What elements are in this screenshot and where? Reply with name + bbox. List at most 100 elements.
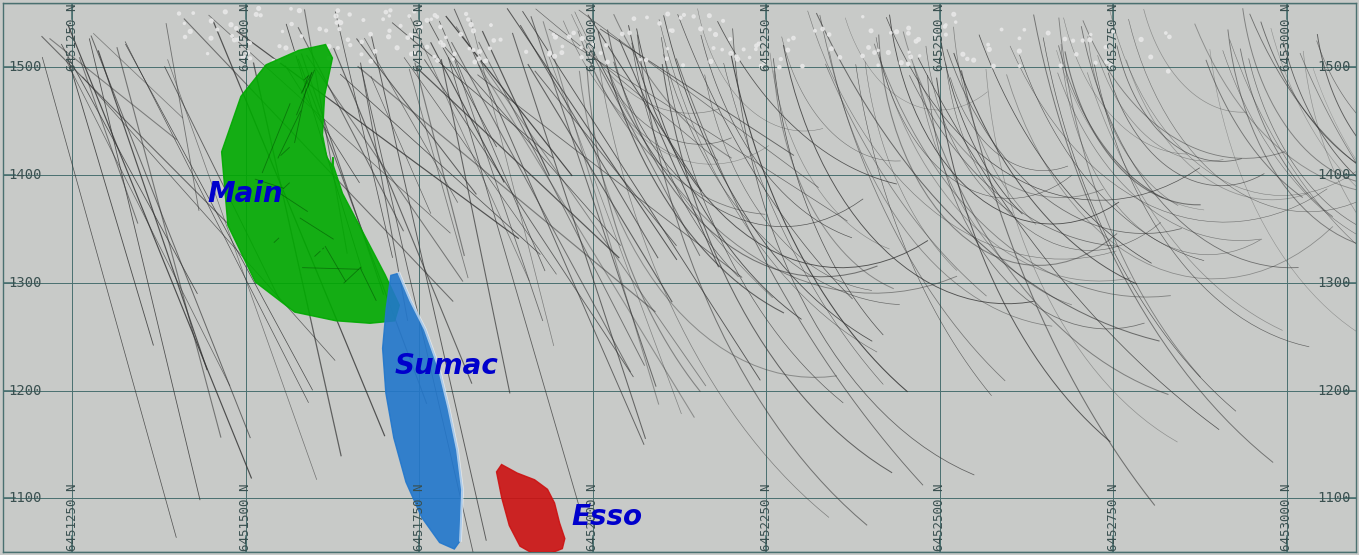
Point (409, 19, 431, 28)
Point (386, 43, 408, 52)
Point (378, 32, 400, 41)
Point (699, 11, 720, 20)
Point (227, 36, 249, 44)
Point (330, 18, 352, 27)
Point (962, 56, 984, 64)
Point (699, 25, 720, 34)
Point (476, 56, 497, 65)
Point (489, 35, 511, 44)
Point (777, 36, 799, 44)
Point (538, 48, 560, 57)
Point (635, 56, 656, 64)
Point (538, 49, 560, 58)
Point (272, 27, 294, 36)
Point (281, 19, 303, 28)
Point (364, 47, 386, 56)
Point (480, 21, 501, 29)
Point (595, 41, 617, 50)
Point (769, 63, 791, 72)
Text: 1300: 1300 (1317, 276, 1351, 290)
Point (821, 44, 843, 53)
Point (268, 57, 289, 66)
Point (409, 23, 431, 32)
Point (656, 44, 678, 53)
Point (239, 38, 261, 47)
Point (1155, 28, 1177, 37)
Point (550, 48, 572, 57)
Point (329, 24, 351, 33)
Point (590, 49, 612, 58)
Text: 6453000 N: 6453000 N (1280, 4, 1294, 72)
Point (612, 29, 633, 38)
Point (1158, 67, 1180, 75)
Point (818, 30, 840, 39)
Point (275, 43, 296, 52)
Point (545, 33, 567, 42)
Point (1095, 43, 1117, 52)
Point (328, 6, 349, 15)
Text: 6452500 N: 6452500 N (934, 483, 946, 551)
Point (618, 28, 640, 37)
Point (1102, 27, 1124, 36)
Text: 6451250 N: 6451250 N (65, 4, 79, 72)
Point (372, 15, 394, 24)
Point (1072, 36, 1094, 45)
Point (207, 25, 228, 34)
Point (215, 7, 236, 16)
Point (811, 24, 833, 33)
Point (197, 49, 219, 58)
Polygon shape (222, 44, 400, 323)
Point (398, 12, 420, 21)
Point (239, 54, 261, 63)
Point (222, 32, 243, 41)
Point (326, 18, 348, 27)
Point (220, 21, 242, 29)
Point (429, 38, 451, 47)
Point (545, 33, 567, 42)
Point (262, 57, 284, 65)
Point (900, 52, 921, 61)
Text: 1200: 1200 (8, 384, 42, 397)
Point (268, 57, 289, 65)
Point (712, 17, 734, 26)
Point (515, 47, 537, 56)
Point (662, 26, 684, 35)
Point (622, 14, 644, 23)
Point (924, 29, 946, 38)
Point (1131, 35, 1152, 44)
Text: 6451250 N: 6451250 N (65, 483, 79, 551)
Text: 6452250 N: 6452250 N (760, 4, 773, 72)
Point (462, 27, 484, 36)
Point (983, 62, 1004, 70)
Point (935, 30, 957, 39)
Point (442, 55, 463, 64)
Point (898, 48, 920, 57)
Point (424, 52, 446, 61)
Point (1065, 50, 1087, 59)
Point (469, 47, 491, 56)
Point (538, 51, 560, 59)
Point (659, 26, 681, 34)
Point (563, 28, 584, 37)
Point (711, 45, 733, 54)
Point (726, 52, 747, 61)
Point (379, 12, 401, 21)
Point (860, 26, 882, 35)
Point (858, 43, 879, 52)
Point (720, 49, 742, 58)
Point (401, 31, 423, 40)
Point (401, 49, 423, 58)
Point (908, 35, 930, 44)
Point (280, 4, 302, 13)
Point (648, 19, 670, 28)
Point (673, 11, 694, 19)
Point (571, 53, 593, 62)
Point (934, 22, 955, 31)
Point (200, 17, 222, 26)
Point (458, 15, 480, 24)
Point (991, 25, 1012, 34)
Point (544, 52, 565, 60)
Point (597, 58, 618, 67)
Point (232, 53, 254, 62)
Point (315, 26, 337, 35)
